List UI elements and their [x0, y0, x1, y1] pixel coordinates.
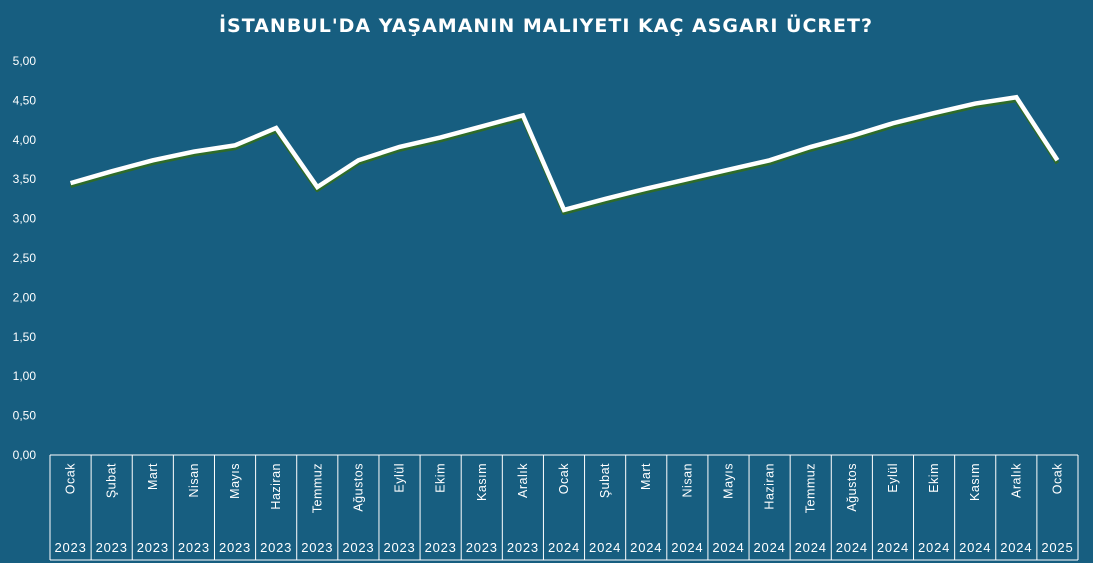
x-year-label: 2023	[466, 540, 498, 555]
x-tick-label: Ocak	[1050, 463, 1064, 494]
x-tick-label: Eylül	[393, 463, 407, 493]
x-axis-table: Ocak Şubat Mart Nisan Mayıs Haziran Temmuz Ağus…	[49, 454, 1079, 561]
series-line-group	[69, 94, 1060, 215]
x-tick-label: Mayıs	[721, 463, 735, 499]
x-year-label: 2023	[301, 540, 333, 555]
x-year-label: 2024	[712, 540, 744, 555]
x-year-label: 2023	[425, 540, 457, 555]
x-year-label: 2023	[219, 540, 251, 555]
y-tick-label: 3,50	[13, 172, 37, 186]
y-tick-label: 3,00	[13, 212, 37, 226]
x-tick-label: Mayıs	[228, 463, 242, 499]
x-year-label: 2023	[54, 540, 86, 555]
chart-title: İSTANBUL'DA YAŞAMANIN MALIYETI KAÇ ASGAR…	[219, 13, 873, 37]
x-year-label: 2023	[96, 540, 128, 555]
x-year-label: 2023	[260, 540, 292, 555]
x-tick-label: Nisan	[680, 463, 694, 497]
y-tick-label: 0,50	[13, 409, 37, 423]
x-tick-label: Aralık	[1009, 463, 1023, 498]
x-tick-label: Kasım	[968, 463, 982, 501]
x-tick-label: Şubat	[105, 463, 119, 498]
x-year-label: 2024	[630, 540, 662, 555]
y-tick-label: 4,00	[13, 133, 37, 147]
x-year-label: 2023	[507, 540, 539, 555]
x-tick-label: Aralık	[516, 463, 530, 498]
y-tick-label: 5,00	[13, 54, 37, 68]
x-year-label: 2024	[959, 540, 991, 555]
x-year-label: 2024	[671, 540, 703, 555]
y-tick-label: 0,00	[13, 448, 37, 462]
y-axis: 0,00 0,50 1,00 1,50 2,00 2,50 3,00 3,50 4,00 4,50…	[13, 54, 37, 462]
y-tick-label: 1,50	[13, 330, 37, 344]
x-year-label: 2024	[877, 540, 909, 555]
y-tick-label: 4,50	[13, 93, 37, 107]
x-year-label: 2024	[918, 540, 950, 555]
x-tick-label: Haziran	[763, 463, 777, 510]
y-tick-label: 2,00	[13, 290, 37, 304]
series-line-shadow	[70, 98, 1060, 215]
x-tick-label: Ekim	[927, 463, 941, 493]
x-year-label: 2023	[178, 540, 210, 555]
x-year-label: 2025	[1041, 540, 1073, 555]
x-year-label: 2024	[1000, 540, 1032, 555]
series-line	[69, 94, 1060, 213]
x-tick-label: Nisan	[187, 463, 201, 497]
x-tick-label: Şubat	[598, 463, 612, 498]
y-tick-label: 2,50	[13, 251, 37, 265]
x-tick-label: Ağustos	[845, 463, 859, 512]
x-year-label: 2024	[548, 540, 580, 555]
x-tick-label: Mart	[146, 463, 160, 490]
x-tick-label: Haziran	[269, 463, 283, 510]
y-tick-label: 1,00	[13, 369, 37, 383]
x-tick-label: Ocak	[557, 463, 571, 494]
x-year-label: 2024	[795, 540, 827, 555]
x-tick-label: Ekim	[434, 463, 448, 493]
x-tick-label: Mart	[639, 463, 653, 490]
x-year-label: 2023	[342, 540, 374, 555]
x-tick-label: Ocak	[64, 463, 78, 494]
x-year-label: 2024	[754, 540, 786, 555]
x-year-label: 2023	[137, 540, 169, 555]
x-tick-label: Temmuz	[310, 463, 324, 513]
x-tick-label: Eylül	[886, 463, 900, 493]
drop-lines	[70, 97, 1058, 455]
x-year-label: 2024	[836, 540, 868, 555]
x-year-label: 2024	[589, 540, 621, 555]
x-tick-label: Ağustos	[351, 463, 365, 512]
x-year-label: 2023	[383, 540, 415, 555]
x-tick-label: Kasım	[475, 463, 489, 501]
x-tick-label: Temmuz	[804, 463, 818, 513]
